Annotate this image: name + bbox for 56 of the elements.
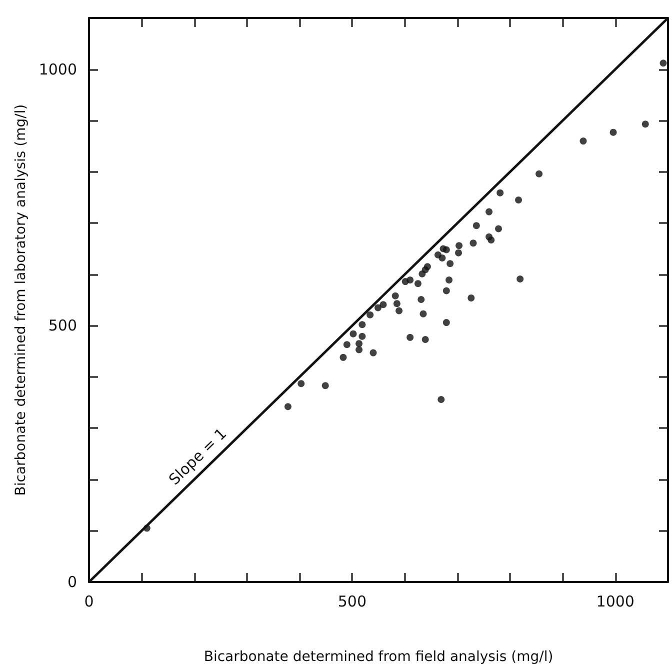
y-tick-label: 1000 xyxy=(38,60,77,78)
y-tick-label: 500 xyxy=(48,316,77,335)
point xyxy=(440,245,447,252)
x-tick-label: 0 xyxy=(84,592,94,610)
point xyxy=(472,222,480,230)
point xyxy=(442,287,450,294)
point xyxy=(660,60,667,67)
point xyxy=(536,170,543,178)
point xyxy=(356,346,363,354)
point xyxy=(393,300,400,308)
point xyxy=(356,340,363,348)
point xyxy=(298,380,305,388)
point xyxy=(380,301,387,308)
point xyxy=(343,341,350,348)
point xyxy=(468,294,475,302)
point xyxy=(284,403,292,410)
point xyxy=(406,334,414,341)
y-axis-title: Bicarbonate determined from laboratory analysis (mg/l) xyxy=(12,104,29,496)
point xyxy=(486,208,493,216)
point xyxy=(642,120,649,128)
point xyxy=(496,189,504,196)
x-tick-label: 500 xyxy=(338,592,366,610)
point xyxy=(488,236,495,244)
point xyxy=(420,310,427,318)
point xyxy=(455,249,462,256)
point xyxy=(396,307,403,314)
point xyxy=(366,311,374,318)
y-tick-label: 0 xyxy=(67,573,77,591)
point xyxy=(358,332,366,340)
point xyxy=(442,319,450,326)
point xyxy=(358,321,366,328)
point xyxy=(370,349,377,356)
point xyxy=(438,396,445,403)
x-axis-title: Bicarbonate determined from field analysis (mg/l) xyxy=(204,649,554,665)
point xyxy=(446,276,453,284)
point xyxy=(418,296,425,303)
x-tick-label: 1000 xyxy=(596,592,634,610)
point xyxy=(438,254,446,262)
point xyxy=(446,260,454,268)
point xyxy=(418,270,426,278)
point xyxy=(422,336,429,343)
point xyxy=(350,330,357,338)
point xyxy=(402,278,409,286)
point xyxy=(392,292,399,300)
point xyxy=(515,196,522,204)
point xyxy=(610,128,617,136)
point xyxy=(322,382,329,390)
point xyxy=(374,304,382,312)
point xyxy=(495,225,502,232)
point xyxy=(456,242,463,250)
point xyxy=(516,275,524,282)
point xyxy=(414,280,422,288)
point xyxy=(143,524,150,532)
point xyxy=(340,354,347,361)
point xyxy=(580,138,587,145)
point xyxy=(470,240,477,247)
